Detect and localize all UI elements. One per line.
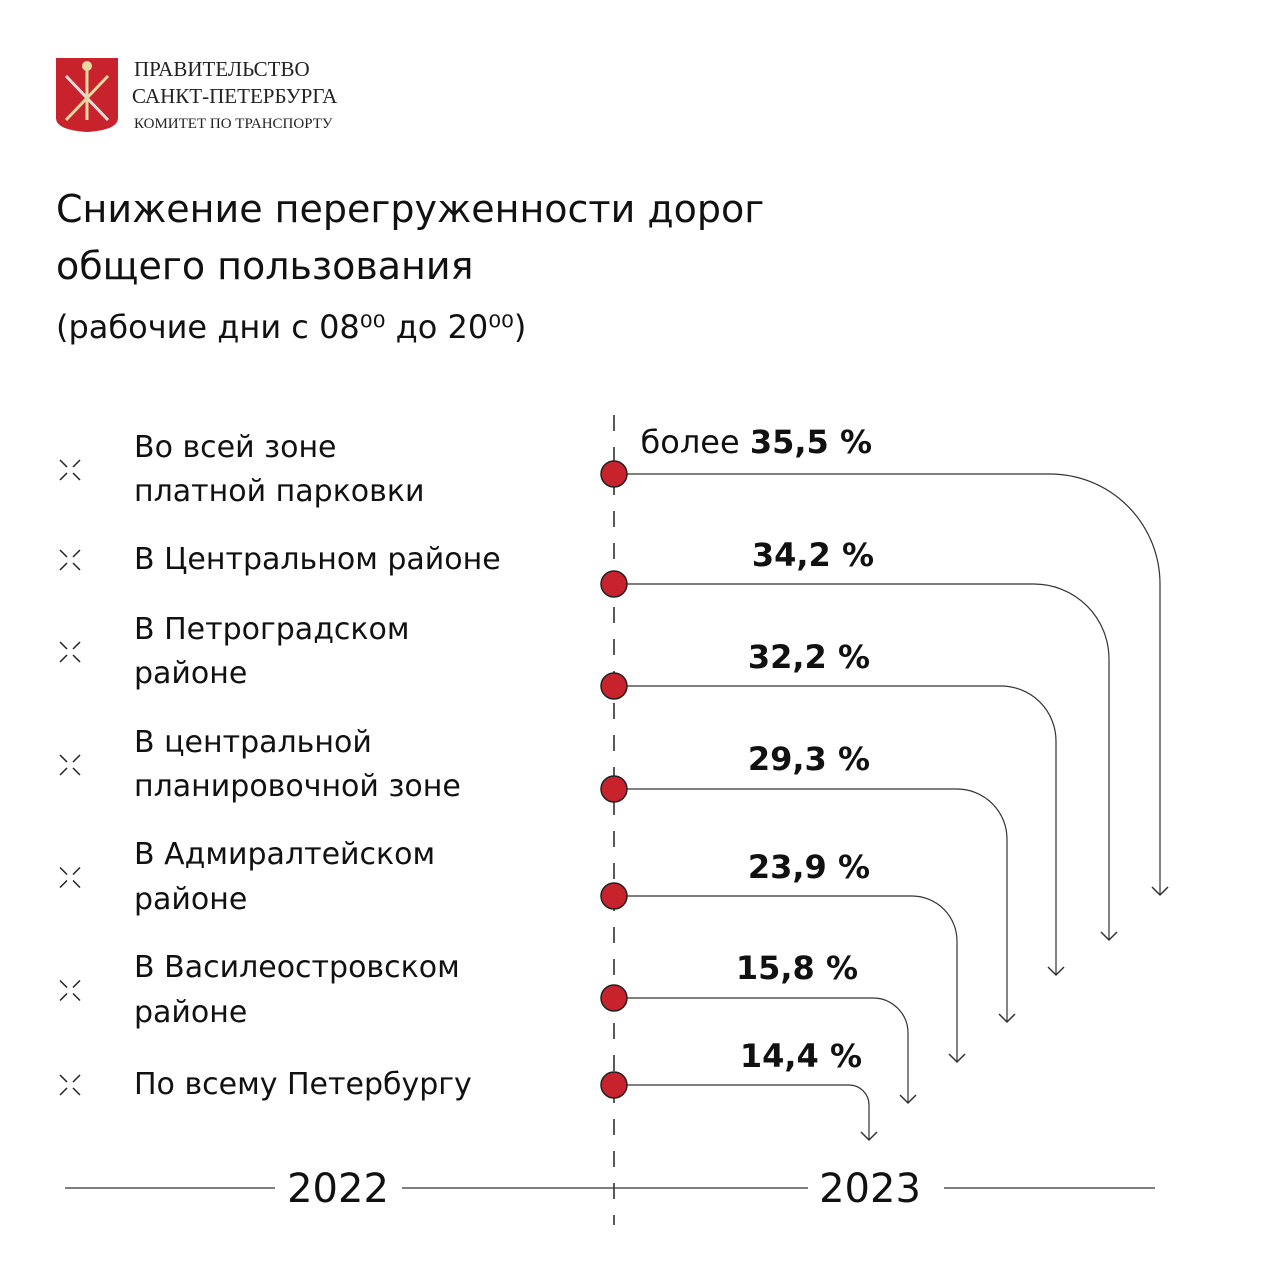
value-text: 15,8 % — [736, 949, 858, 987]
arrow-head — [860, 1131, 878, 1142]
item-label: районе — [134, 656, 247, 691]
dot — [600, 984, 628, 1012]
arrow-head — [1100, 931, 1118, 942]
dot — [600, 1071, 628, 1099]
icon-stroke — [72, 1074, 81, 1083]
year: 2022 — [287, 1166, 389, 1212]
arrow-head — [948, 1053, 966, 1064]
icon-stroke — [59, 992, 68, 1002]
icon-stroke — [59, 459, 68, 468]
item-label: районе — [134, 995, 247, 1030]
arrow-head — [998, 1013, 1016, 1024]
icon-stroke — [72, 1087, 81, 1096]
icon-stroke — [72, 979, 81, 989]
icon-stroke — [72, 754, 81, 763]
item-value: 23,9 % — [748, 848, 870, 886]
value-text: 23,9 % — [748, 848, 870, 886]
icon-stroke — [72, 992, 81, 1002]
icon-stroke — [72, 562, 81, 571]
icon-stroke — [72, 472, 81, 481]
item-label: По всему Петербургу — [134, 1067, 472, 1102]
item-label: В Центральном районе — [134, 542, 501, 577]
value-text: 32,2 % — [748, 638, 870, 676]
icon-stroke — [72, 767, 81, 776]
dot — [600, 460, 628, 488]
icon-stroke — [59, 641, 68, 650]
icon-stroke — [72, 549, 81, 558]
icon-stroke — [72, 879, 81, 889]
icon-stroke — [72, 654, 81, 663]
value-text: 35,5 % — [750, 423, 872, 461]
icon-stroke — [59, 1074, 68, 1083]
value-text: 34,2 % — [752, 536, 874, 574]
dot — [600, 672, 628, 700]
icon-stroke — [59, 767, 68, 776]
icon-stroke — [59, 549, 68, 558]
icon-stroke — [59, 879, 68, 889]
connector — [614, 788, 1008, 1022]
value-text: 14,4 % — [740, 1037, 862, 1075]
icon-stroke — [59, 562, 68, 571]
arrow-head — [1151, 886, 1169, 897]
connector — [614, 473, 1161, 895]
item-label: В Василеостровском — [134, 950, 460, 985]
value-text: 29,3 % — [748, 740, 870, 778]
item-value: 15,8 % — [736, 949, 858, 987]
icon-stroke — [59, 866, 68, 876]
icon-stroke — [72, 866, 81, 876]
item-label: Во всей зоне — [134, 430, 337, 465]
item-value: 34,2 % — [752, 536, 874, 574]
icon-stroke — [59, 754, 68, 763]
arrow-head — [1047, 966, 1065, 977]
item-value: 32,2 % — [748, 638, 870, 676]
arrow-head — [899, 1094, 917, 1105]
icon-stroke — [59, 472, 68, 481]
dot — [600, 775, 628, 803]
value-prefix: более — [641, 423, 740, 461]
dot — [600, 882, 628, 910]
org-line: САНКТ-ПЕТЕРБУРГА — [132, 84, 338, 108]
icon-stroke — [72, 641, 81, 650]
emblem — [56, 58, 118, 132]
dot — [600, 570, 628, 598]
connector — [614, 685, 1057, 975]
item-value: 29,3 % — [748, 740, 870, 778]
item-label: платной парковки — [134, 474, 424, 509]
item-label: В Петроградском — [134, 612, 410, 647]
title: общего пользования — [56, 244, 473, 288]
item-label: планировочной зоне — [134, 769, 461, 804]
item-value: более 35,5 % — [641, 423, 872, 461]
bullet-icon — [59, 549, 81, 571]
icon-stroke — [59, 979, 68, 989]
bullet-icon — [59, 1074, 81, 1096]
connector — [614, 583, 1110, 940]
bullet-icon — [59, 459, 81, 481]
title: Снижение перегруженности дорог — [56, 187, 764, 231]
bullet-icon — [59, 754, 81, 776]
item-label: В центральной — [134, 725, 372, 760]
org-line: ПРАВИТЕЛЬСТВО — [134, 57, 310, 81]
connector — [614, 997, 909, 1103]
bullet-icon — [59, 866, 81, 889]
connector — [614, 895, 958, 1062]
org-line: КОМИТЕТ ПО ТРАНСПОРТУ — [134, 116, 333, 132]
subtitle: (рабочие дни с 08⁰⁰ до 20⁰⁰) — [56, 308, 526, 346]
icon-stroke — [72, 459, 81, 468]
year: 2023 — [819, 1166, 921, 1212]
item-label: В Адмиралтейском — [134, 837, 435, 872]
icon-stroke — [59, 1087, 68, 1096]
bullet-icon — [59, 641, 81, 663]
connector — [614, 1084, 870, 1140]
item-value: 14,4 % — [740, 1037, 862, 1075]
item-label: районе — [134, 882, 247, 917]
icon-stroke — [59, 654, 68, 663]
bullet-icon — [59, 979, 81, 1002]
